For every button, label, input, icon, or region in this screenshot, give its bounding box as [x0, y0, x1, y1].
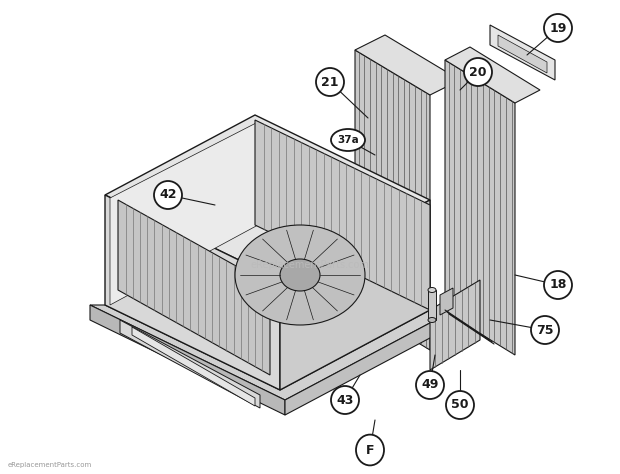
Polygon shape: [90, 305, 285, 415]
Text: 42: 42: [159, 189, 177, 201]
Polygon shape: [110, 122, 258, 305]
Polygon shape: [280, 200, 430, 390]
Circle shape: [446, 391, 474, 419]
Polygon shape: [90, 305, 445, 400]
Text: eReplacementParts.com: eReplacementParts.com: [8, 462, 92, 468]
Ellipse shape: [331, 129, 365, 151]
Text: 20: 20: [469, 65, 487, 79]
Ellipse shape: [280, 259, 320, 291]
Text: 19: 19: [549, 21, 567, 35]
Ellipse shape: [235, 225, 365, 325]
Text: 50: 50: [451, 399, 469, 411]
Text: eReplacementParts.com: eReplacementParts.com: [250, 260, 370, 270]
Polygon shape: [440, 288, 453, 315]
Polygon shape: [355, 35, 460, 95]
Polygon shape: [118, 200, 270, 375]
Circle shape: [416, 371, 444, 399]
Ellipse shape: [428, 318, 436, 322]
Polygon shape: [445, 47, 540, 103]
Circle shape: [464, 58, 492, 86]
Text: 43: 43: [336, 393, 353, 407]
Text: 49: 49: [422, 379, 439, 392]
Text: 21: 21: [321, 75, 339, 89]
Polygon shape: [445, 60, 515, 355]
Circle shape: [154, 181, 182, 209]
Polygon shape: [490, 25, 555, 80]
Circle shape: [316, 68, 344, 96]
Text: 18: 18: [549, 279, 567, 292]
Polygon shape: [428, 290, 436, 320]
Polygon shape: [120, 320, 260, 408]
Polygon shape: [255, 120, 430, 310]
Text: 75: 75: [536, 323, 554, 337]
Polygon shape: [430, 280, 480, 370]
Circle shape: [531, 316, 559, 344]
Polygon shape: [355, 50, 430, 350]
Polygon shape: [105, 115, 430, 280]
Polygon shape: [132, 327, 255, 406]
Circle shape: [544, 271, 572, 299]
Circle shape: [544, 14, 572, 42]
Ellipse shape: [428, 288, 436, 292]
Polygon shape: [105, 195, 280, 390]
Text: 37a: 37a: [337, 135, 359, 145]
Circle shape: [331, 386, 359, 414]
Polygon shape: [285, 315, 445, 415]
Ellipse shape: [356, 435, 384, 465]
Polygon shape: [498, 35, 547, 73]
Text: F: F: [366, 444, 374, 456]
